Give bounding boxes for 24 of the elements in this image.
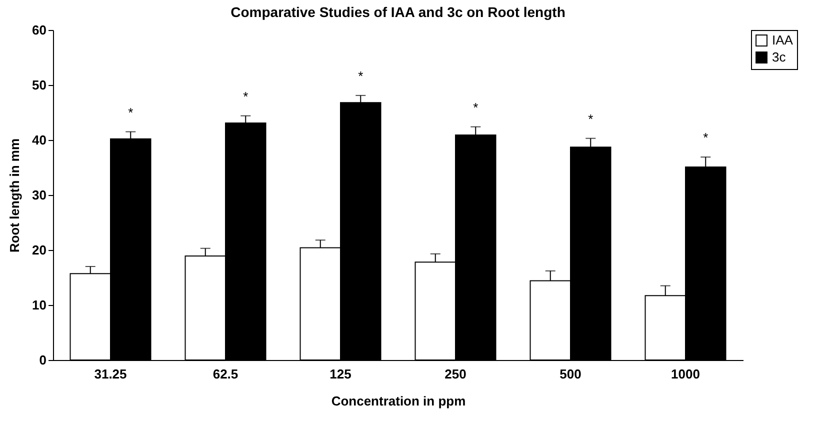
y-tick-label: 10	[32, 298, 46, 312]
y-axis-title: Root length in mm	[7, 138, 22, 253]
y-tick-label: 50	[32, 78, 46, 92]
y-tick-label: 60	[32, 22, 46, 38]
x-axis-title: Concentration in ppm	[331, 394, 466, 408]
x-tick-label: 62.5	[212, 366, 238, 382]
legend-label: 3c	[772, 50, 786, 64]
y-tick-label: 0	[39, 352, 46, 368]
annotation: *	[358, 68, 364, 84]
legend-label: IAA	[772, 32, 794, 48]
y-tick-label: 40	[32, 132, 46, 148]
y-tick-label: 20	[32, 242, 46, 258]
y-tick-label: 30	[32, 188, 46, 202]
annotation: *	[703, 130, 708, 146]
x-tick-label: 1000	[671, 366, 700, 382]
chart-title: Comparative Studies of IAA and 3c on Root length	[230, 4, 566, 20]
annotation: *	[588, 111, 594, 126]
x-tick-label: 500	[560, 366, 582, 382]
annotation: *	[473, 100, 478, 115]
x-tick-label: 31.25	[94, 366, 127, 382]
x-tick-label: 125	[330, 366, 352, 382]
annotation: *	[128, 104, 134, 120]
annotation: *	[243, 88, 248, 104]
x-tick-label: 250	[444, 366, 466, 382]
